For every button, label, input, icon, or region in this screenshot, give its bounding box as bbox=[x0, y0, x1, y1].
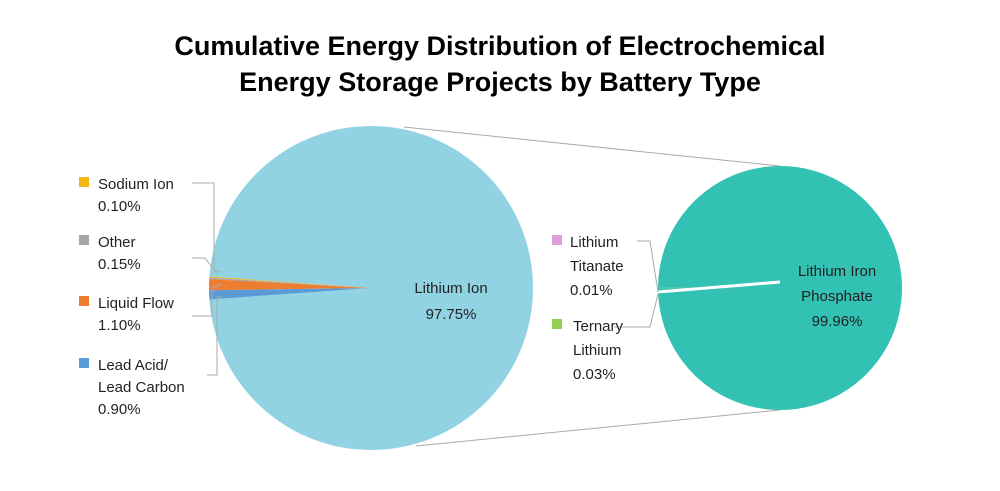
leader-line-sodium-ion bbox=[192, 182, 223, 273]
data-label-lead-acid-lead-carbon-line-1: Lead Acid/ bbox=[98, 357, 169, 374]
data-label-liquid-flow: Liquid Flow bbox=[98, 295, 174, 312]
legend-swatch-ternary-lithium bbox=[552, 319, 562, 329]
pie-slice-liquid-flow bbox=[209, 279, 371, 291]
data-label-lithium-ion: Lithium Ion bbox=[414, 280, 487, 297]
data-label-lithium-iron-phosphate-line-2: Phosphate bbox=[801, 288, 873, 305]
data-label-lead-acid-lead-carbon-line-2: Lead Carbon bbox=[98, 379, 185, 396]
pie-slice-sodium-ion bbox=[209, 276, 371, 288]
chart-title: Cumulative Energy Distribution of Electr… bbox=[0, 28, 1000, 100]
legend-swatch-lithium-titanate bbox=[552, 235, 562, 245]
data-label-value-lithium-ion: 97.75% bbox=[426, 306, 477, 323]
pie-slice-lithium-ion bbox=[209, 125, 533, 451]
data-label-sodium-ion: Sodium Ion bbox=[98, 176, 174, 193]
data-label-value-ternary-lithium: 0.03% bbox=[573, 366, 616, 383]
data-label-value-other: 0.15% bbox=[98, 256, 141, 273]
chart-title-line-1: Cumulative Energy Distribution of Electr… bbox=[174, 31, 826, 61]
chart-title-line-2: Energy Storage Projects by Battery Type bbox=[239, 67, 761, 97]
leader-line-liquid-flow bbox=[192, 283, 223, 317]
data-label-ternary-lithium-line-1: Ternary bbox=[573, 318, 624, 335]
leader-line-lead-acid-lead-carbon bbox=[207, 295, 223, 376]
leader-line-lithium-titanate bbox=[637, 240, 659, 293]
data-label-value-lead-acid-lead-carbon: 0.90% bbox=[98, 401, 141, 418]
legend-swatch-liquid-flow bbox=[79, 296, 89, 306]
data-label-lithium-titanate-line-2: Titanate bbox=[570, 258, 624, 275]
pie-slice-other bbox=[209, 277, 371, 288]
secondary-pie-divider bbox=[657, 280, 781, 294]
legend-swatch-other bbox=[79, 235, 89, 245]
data-label-value-lithium-iron-phosphate: 99.96% bbox=[812, 313, 863, 330]
connector-line-top bbox=[403, 126, 781, 167]
data-label-other: Other bbox=[98, 234, 136, 251]
leader-line-other bbox=[192, 257, 219, 276]
data-label-ternary-lithium-line-2: Lithium bbox=[573, 342, 621, 359]
legend-swatch-lead-acid-lead-carbon bbox=[79, 358, 89, 368]
pie-slice-lead-acid-lead-carbon bbox=[209, 288, 371, 300]
connector-line-bottom bbox=[415, 409, 781, 447]
data-label-lithium-iron-phosphate-line-1: Lithium Iron bbox=[798, 263, 876, 280]
data-label-lithium-titanate-line-1: Lithium bbox=[570, 234, 618, 251]
data-label-value-liquid-flow: 1.10% bbox=[98, 317, 141, 334]
leader-line-ternary-lithium bbox=[614, 293, 659, 328]
data-label-value-lithium-titanate: 0.01% bbox=[570, 282, 613, 299]
legend-swatch-sodium-ion bbox=[79, 177, 89, 187]
pie-slice-lithium-iron-phosphate bbox=[658, 166, 902, 410]
data-label-value-sodium-ion: 0.10% bbox=[98, 198, 141, 215]
